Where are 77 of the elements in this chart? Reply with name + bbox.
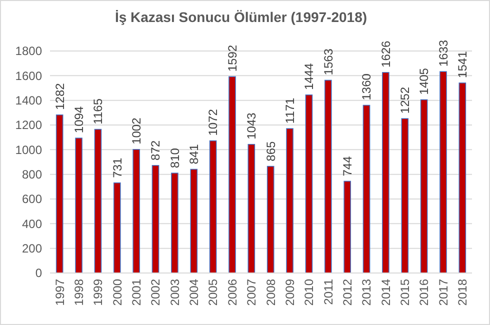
data-label: 1444 bbox=[302, 62, 316, 90]
bar bbox=[458, 82, 466, 274]
bar bbox=[401, 118, 409, 274]
x-tick-label: 2006 bbox=[225, 278, 240, 306]
data-label: 1094 bbox=[72, 106, 86, 134]
x-tick-label: 2016 bbox=[417, 278, 432, 306]
x-tick-label: 2001 bbox=[130, 278, 144, 306]
x-tick-label: 2005 bbox=[206, 278, 220, 306]
bar bbox=[362, 104, 370, 274]
y-tick-label: 400 bbox=[22, 216, 42, 231]
x-tick-label: 2018 bbox=[456, 278, 470, 306]
x-tick-label: 1997 bbox=[52, 278, 67, 306]
bar bbox=[286, 128, 294, 274]
data-label: 1252 bbox=[398, 86, 412, 114]
x-tick-label: 2015 bbox=[398, 278, 412, 306]
data-label: 1171 bbox=[282, 97, 297, 124]
data-label: 1165 bbox=[91, 98, 106, 124]
data-label: 744 bbox=[340, 156, 355, 176]
data-label: 1405 bbox=[417, 68, 432, 95]
x-tick-label: 2013 bbox=[360, 278, 374, 306]
bar bbox=[152, 165, 160, 274]
data-label: 1633 bbox=[436, 40, 450, 67]
x-tick-label: 2004 bbox=[187, 278, 202, 306]
data-label: 1541 bbox=[456, 50, 470, 78]
data-label: 841 bbox=[187, 144, 202, 164]
x-tick-label: 1999 bbox=[91, 278, 106, 306]
data-label: 810 bbox=[168, 148, 182, 168]
bar bbox=[266, 166, 274, 274]
y-tick-label: 600 bbox=[22, 192, 42, 206]
bar bbox=[228, 76, 236, 274]
data-label: 1592 bbox=[225, 44, 240, 72]
data-label: 872 bbox=[148, 140, 163, 160]
x-tick-label: 2014 bbox=[378, 278, 393, 306]
data-label: 731 bbox=[110, 157, 124, 178]
x-tick-label: 2017 bbox=[436, 278, 450, 306]
bar bbox=[440, 71, 447, 274]
x-tick-label: 1998 bbox=[72, 278, 86, 306]
x-tick-label: 2008 bbox=[264, 278, 278, 306]
bar bbox=[305, 94, 313, 274]
bar bbox=[94, 128, 102, 274]
bar bbox=[190, 168, 198, 274]
bar bbox=[324, 80, 332, 274]
y-tick-label: 1000 bbox=[15, 142, 42, 157]
chart-title: İş Kazası Sonucu Ölümler (1997-2018) bbox=[114, 9, 368, 25]
data-label: 865 bbox=[264, 140, 278, 162]
data-label: 1043 bbox=[244, 112, 259, 140]
bar bbox=[248, 144, 256, 274]
bar bbox=[132, 149, 140, 274]
data-label: 1626 bbox=[378, 40, 393, 68]
y-tick-label: 800 bbox=[22, 168, 42, 182]
y-tick-label: 1600 bbox=[15, 68, 42, 83]
x-tick-label: 2011 bbox=[321, 278, 336, 305]
x-tick-label: 2012 bbox=[340, 278, 355, 306]
y-tick-label: 1400 bbox=[15, 94, 42, 108]
x-tick-label: 2000 bbox=[110, 278, 124, 306]
data-label: 1282 bbox=[52, 82, 67, 110]
bar bbox=[382, 72, 390, 274]
bar bbox=[113, 182, 121, 274]
x-tick-label: 2010 bbox=[302, 278, 316, 306]
x-tick-label: 2007 bbox=[244, 278, 259, 306]
data-label: 1002 bbox=[130, 117, 144, 144]
bar bbox=[344, 180, 351, 274]
x-tick-label: 2003 bbox=[168, 278, 182, 306]
bar bbox=[171, 172, 178, 274]
data-label: 1360 bbox=[360, 73, 374, 100]
x-tick-label: 2002 bbox=[148, 278, 163, 306]
y-tick-label: 1800 bbox=[15, 44, 42, 58]
x-tick-label: 2009 bbox=[282, 278, 297, 306]
bar bbox=[75, 138, 82, 274]
y-tick-label: 200 bbox=[22, 242, 42, 256]
bar bbox=[209, 140, 217, 274]
bar bbox=[420, 99, 428, 274]
data-label: 1072 bbox=[206, 108, 220, 136]
data-label: 1563 bbox=[321, 48, 336, 76]
y-tick-label: 0 bbox=[35, 266, 42, 280]
y-tick-label: 1200 bbox=[15, 118, 42, 132]
bar bbox=[56, 114, 64, 274]
